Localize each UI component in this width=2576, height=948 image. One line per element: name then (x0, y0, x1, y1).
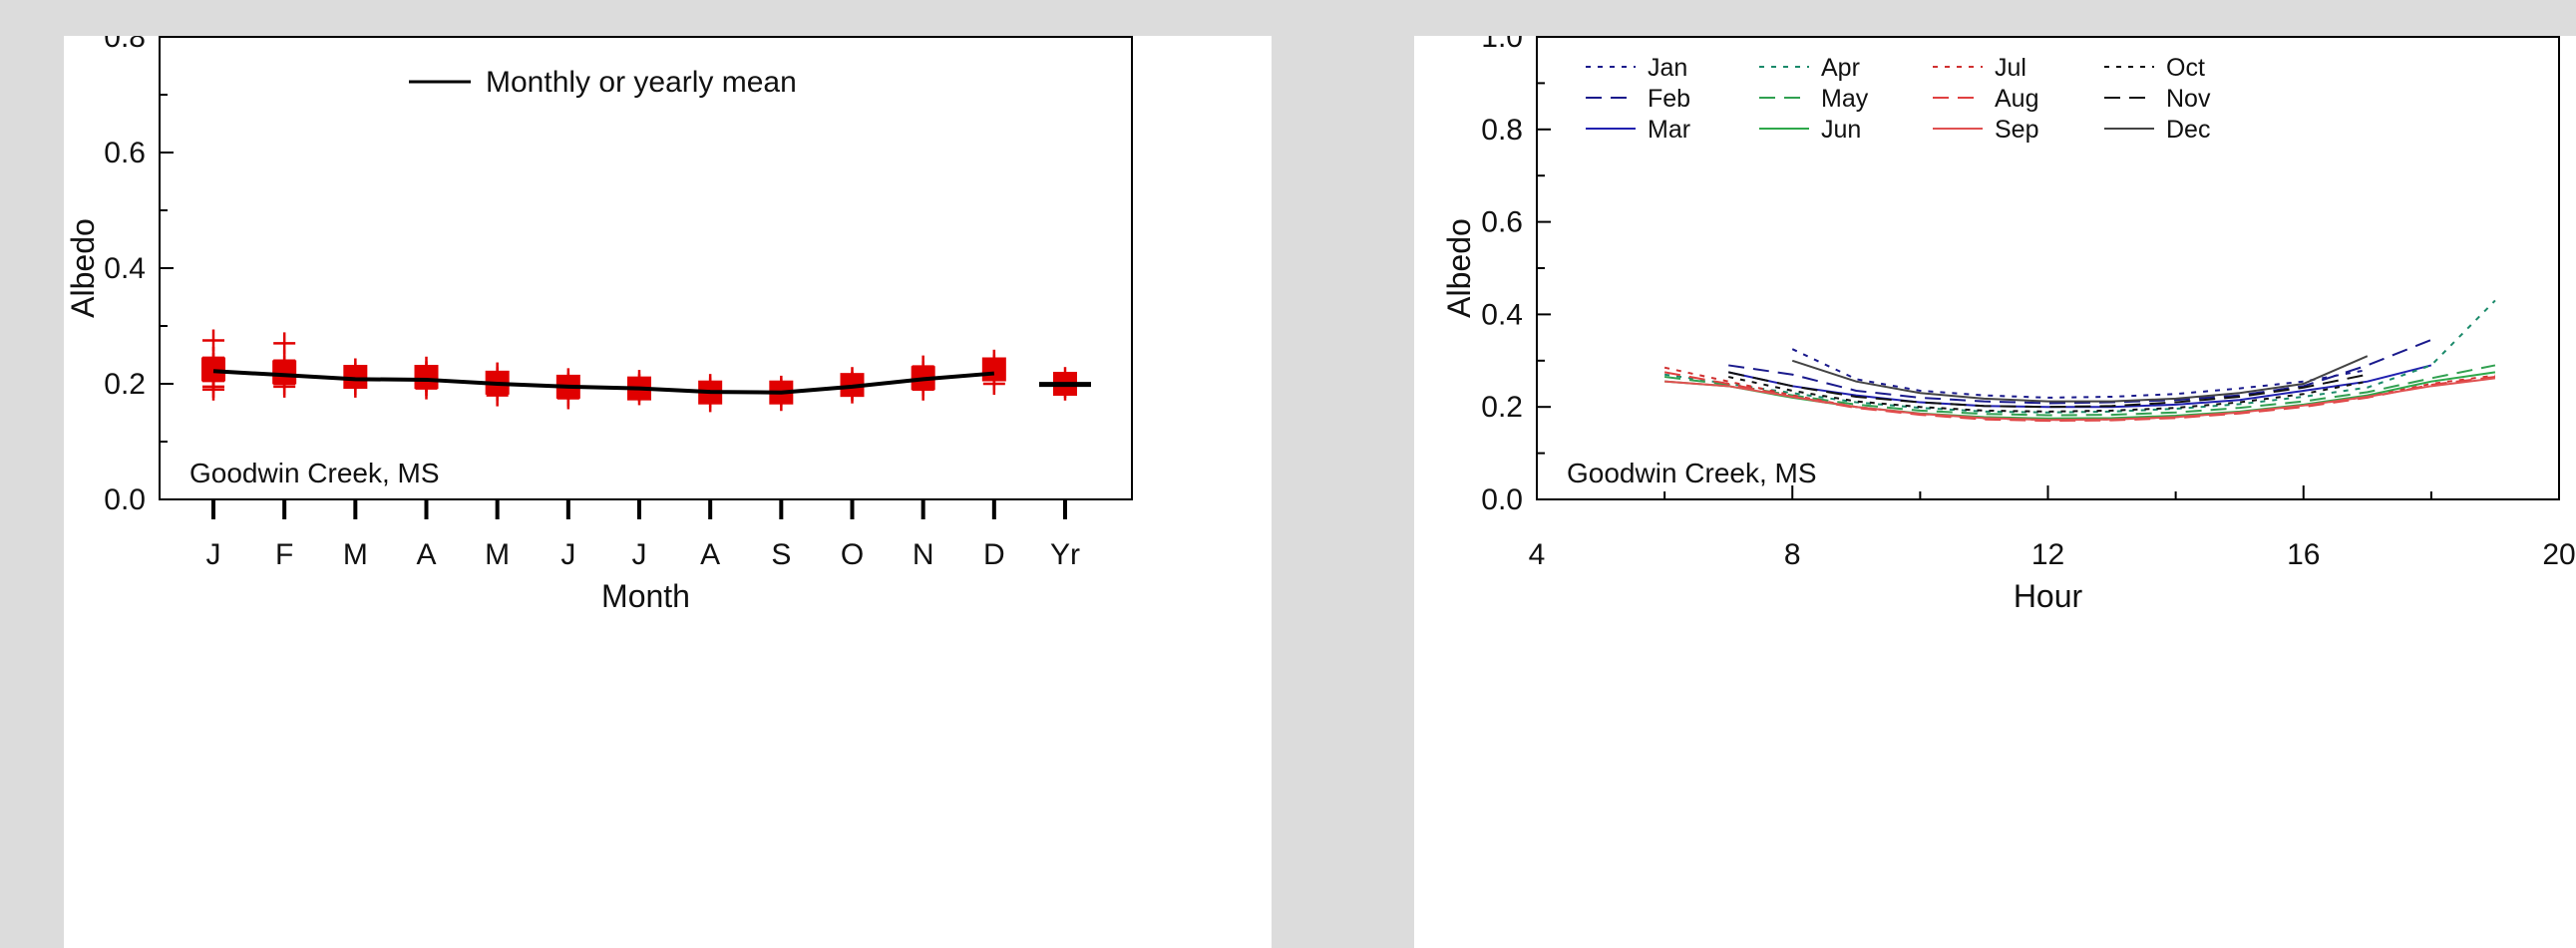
legend-label-feb: Feb (1648, 85, 1690, 113)
x-axis-label: Hour (2014, 578, 2083, 614)
albedo-point-square (201, 357, 225, 382)
legend-label-jun: Jun (1821, 116, 1861, 144)
y-tick-label: 0.8 (104, 36, 146, 54)
hourly-albedo-panel: 0.0 0.2 0.4 0.6 0.8 1.0 4 8 12 16 20 Albedo Hour Jan F… (1414, 36, 2576, 948)
x-axis-label: Month (601, 578, 690, 614)
monthly-albedo-panel: 0.0 0.2 0.4 0.6 0.8 J F M A M J J A S O N D Yr Albedo Month… (64, 36, 1272, 948)
legend-label-jan: Jan (1648, 54, 1687, 82)
legend-label-dec: Dec (2166, 116, 2210, 144)
x-tick-label: 8 (1784, 538, 1801, 571)
legend-label-may: May (1821, 85, 1869, 113)
legend-label-apr: Apr (1821, 54, 1860, 82)
x-tick-label: S (771, 538, 791, 571)
x-tick-label: O (841, 538, 864, 571)
y-tick-label: 0.0 (104, 483, 146, 516)
x-tick-label: J (560, 538, 575, 571)
series-line-oct (1727, 376, 2369, 413)
site-annotation: Goodwin Creek, MS (1567, 458, 1817, 488)
legend-label-nov: Nov (2166, 85, 2211, 113)
hourly-albedo-chart: 0.0 0.2 0.4 0.6 0.8 1.0 4 8 12 16 20 Albedo Hour Jan F… (1441, 36, 2576, 614)
series-line-feb (1728, 338, 2432, 405)
y-tick-label: 0.0 (1481, 483, 1523, 516)
site-annotation: Goodwin Creek, MS (189, 458, 440, 488)
x-tick-label: N (913, 538, 934, 571)
albedo-point-square (414, 365, 439, 390)
legend-label: Monthly or yearly mean (486, 66, 797, 99)
legend-label-mar: Mar (1648, 116, 1690, 144)
x-tick-label: A (700, 538, 720, 571)
x-tick-label: A (416, 538, 436, 571)
monthly-albedo-chart: 0.0 0.2 0.4 0.6 0.8 J F M A M J J A S O N D Yr Albedo Month… (65, 36, 1133, 614)
x-tick-label: 4 (1529, 538, 1546, 571)
plot-frame (159, 36, 1133, 500)
x-tick-label: 20 (2542, 538, 2575, 571)
x-tick-label: Yr (1050, 538, 1080, 571)
y-tick-label: 0.6 (1481, 206, 1523, 239)
y-axis-label: Albedo (1441, 218, 1477, 318)
series-line-apr (1663, 299, 2496, 414)
y-tick-label: 0.4 (104, 252, 146, 285)
y-tick-label: 0.6 (104, 137, 146, 169)
legend-label-oct: Oct (2166, 54, 2205, 82)
y-tick-label: 1.0 (1481, 36, 1523, 54)
albedo-point-square (981, 357, 1006, 382)
x-tick-label: 12 (2031, 538, 2064, 571)
x-tick-label: F (275, 538, 293, 571)
albedo-point-square (272, 360, 297, 385)
x-tick-label: D (983, 538, 1005, 571)
series-line-sep (1664, 377, 2496, 422)
x-tick-label: M (485, 538, 510, 571)
legend-label-sep: Sep (1995, 116, 2038, 144)
x-tick-label: M (343, 538, 368, 571)
series-line-nov (1727, 371, 2369, 409)
x-tick-label: 16 (2287, 538, 2320, 571)
monthly-mean-line (212, 369, 994, 395)
series-line-dec (1791, 355, 2369, 403)
legend-label-jul: Jul (1995, 54, 2026, 82)
legend-label-aug: Aug (1995, 85, 2038, 113)
y-tick-label: 0.2 (1481, 391, 1523, 424)
series-line-may (1664, 364, 2496, 417)
y-tick-label: 0.4 (1481, 298, 1523, 331)
x-tick-label: J (206, 538, 221, 571)
y-axis-label: Albedo (65, 218, 101, 318)
y-tick-label: 0.8 (1481, 114, 1523, 147)
x-tick-label: J (632, 538, 647, 571)
y-tick-label: 0.2 (104, 368, 146, 401)
